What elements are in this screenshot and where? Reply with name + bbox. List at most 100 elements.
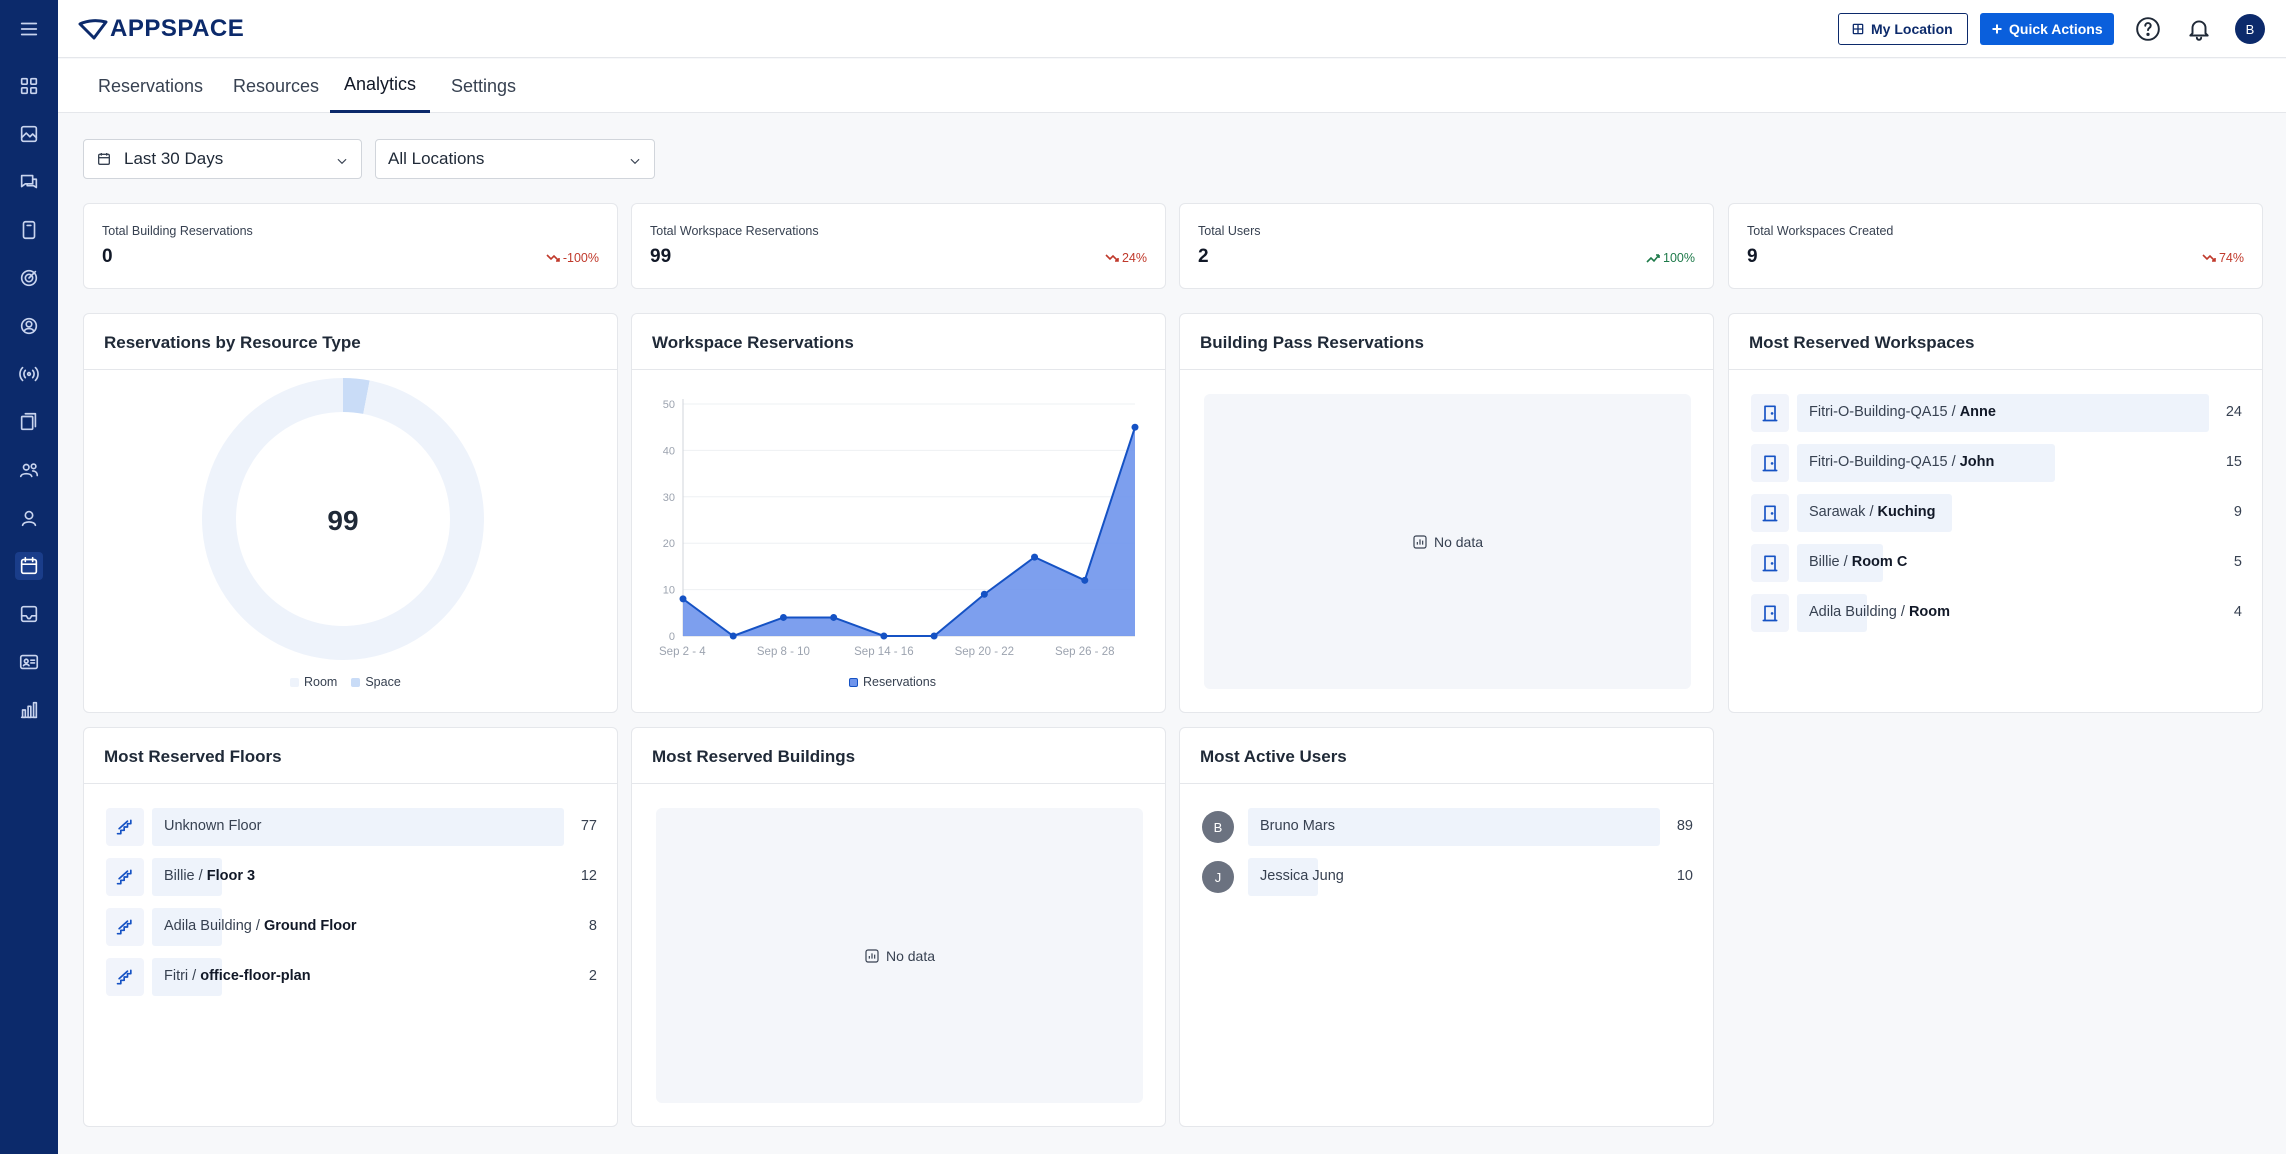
location-select[interactable]: All Locations bbox=[375, 139, 655, 179]
stat-value: 99 bbox=[650, 246, 672, 267]
list-item[interactable]: Adila Building / Room 4 bbox=[1751, 594, 2242, 632]
tab-resources[interactable]: Resources bbox=[233, 75, 320, 96]
data-point[interactable] bbox=[930, 632, 938, 640]
user-badge-icon[interactable] bbox=[15, 312, 43, 340]
x-tick-label: Sep 26 - 28 bbox=[1055, 646, 1114, 658]
chevron-down-icon bbox=[335, 153, 349, 167]
appspace-logo[interactable]: APPSPACE bbox=[78, 15, 244, 42]
data-point[interactable] bbox=[729, 632, 737, 640]
broadcast-icon[interactable] bbox=[15, 360, 43, 388]
date-range-select[interactable]: Last 30 Days bbox=[83, 139, 362, 179]
data-point[interactable] bbox=[1081, 576, 1089, 584]
bell-icon[interactable] bbox=[2184, 14, 2214, 44]
tab-analytics[interactable]: Analytics bbox=[330, 59, 431, 113]
help-icon[interactable] bbox=[2133, 14, 2163, 44]
top-header: APPSPACE My Location Quick Actions B bbox=[58, 0, 2286, 58]
bar-chart-icon[interactable] bbox=[15, 696, 43, 724]
item-count: 4 bbox=[2233, 604, 2242, 620]
value-bar bbox=[1797, 544, 1883, 582]
id-card-icon[interactable] bbox=[15, 648, 43, 676]
item-label: Adila Building / Room bbox=[1809, 604, 1950, 620]
list-item[interactable]: Billie / Room C 5 bbox=[1751, 544, 2242, 582]
item-prefix: Billie / bbox=[1809, 554, 1852, 570]
data-point[interactable] bbox=[980, 590, 988, 598]
item-name: Ground Floor bbox=[263, 918, 357, 934]
user-name: Jessica Jung bbox=[1260, 868, 1344, 884]
x-tick-label: Sep 20 - 22 bbox=[955, 646, 1014, 658]
list-item[interactable]: Adila Building / Ground Floor 8 bbox=[106, 908, 597, 946]
devices-icon[interactable] bbox=[15, 216, 43, 244]
users-icon[interactable] bbox=[15, 456, 43, 484]
item-label: Adila Building / Ground Floor bbox=[164, 918, 357, 934]
value-bar bbox=[1248, 808, 1660, 846]
item-count: 10 bbox=[1676, 868, 1693, 884]
data-point[interactable] bbox=[1031, 553, 1039, 561]
item-label: Sarawak / Kuching bbox=[1809, 504, 1936, 520]
inbox-icon[interactable] bbox=[15, 600, 43, 628]
stat-card-building-reservations: Total Building Reservations 0 -100% bbox=[83, 203, 618, 289]
data-point[interactable] bbox=[779, 613, 787, 621]
list-item[interactable]: J Jessica Jung 10 bbox=[1202, 858, 1693, 896]
target-icon[interactable] bbox=[15, 264, 43, 292]
card-most-reserved-buildings: Most Reserved Buildings No data bbox=[631, 727, 1166, 1127]
library-icon[interactable] bbox=[15, 408, 43, 436]
list-item[interactable]: Billie / Floor 3 12 bbox=[106, 858, 597, 896]
area-chart: 0 10 20 30 40 50 Sep 2 - 4 Sep 8 - 10 Sep 14 - 1… bbox=[659, 399, 1139, 658]
door-icon bbox=[1751, 444, 1789, 482]
item-count: 24 bbox=[2225, 404, 2242, 420]
donut-chart: 99 bbox=[202, 378, 485, 660]
data-point[interactable] bbox=[1131, 423, 1139, 431]
area-legend: Reservations bbox=[849, 675, 936, 689]
value-bar bbox=[152, 908, 222, 946]
my-location-button[interactable]: My Location bbox=[1838, 13, 1968, 45]
list-item[interactable]: Unknown Floor 77 bbox=[106, 808, 597, 846]
calendar-icon[interactable] bbox=[15, 552, 43, 580]
x-tick-label: Sep 8 - 10 bbox=[757, 646, 810, 658]
item-label: Fitri / office-floor-plan bbox=[164, 968, 311, 984]
data-point[interactable] bbox=[830, 613, 838, 621]
list-item[interactable]: Sarawak / Kuching 9 bbox=[1751, 494, 2242, 532]
door-icon bbox=[1751, 544, 1789, 582]
legend-label: Room bbox=[304, 675, 338, 689]
stat-card-workspace-reservations: Total Workspace Reservations 99 24% bbox=[631, 203, 1166, 289]
user-avatar[interactable]: B bbox=[2235, 14, 2265, 44]
list-item[interactable]: B Bruno Mars 89 bbox=[1202, 808, 1693, 846]
location-icon bbox=[1852, 23, 1864, 35]
card-workspace-reservations: Workspace Reservations 0 10 20 30 40 50 Sep 2 … bbox=[631, 313, 1166, 713]
item-label: Bruno Mars bbox=[1260, 818, 1335, 834]
list-item[interactable]: Fitri-O-Building-QA15 / John 15 bbox=[1751, 444, 2242, 482]
list-item[interactable]: Fitri-O-Building-QA15 / Anne 24 bbox=[1751, 394, 2242, 432]
stat-delta: 100% bbox=[1646, 251, 1695, 265]
data-point[interactable] bbox=[679, 595, 687, 603]
door-icon bbox=[1751, 494, 1789, 532]
stairs-icon bbox=[106, 808, 144, 846]
item-name: Kuching bbox=[1877, 504, 1936, 520]
item-prefix: Adila Building / bbox=[164, 918, 264, 934]
tab-settings[interactable]: Settings bbox=[451, 75, 517, 96]
quick-actions-button[interactable]: Quick Actions bbox=[1980, 13, 2114, 45]
trend-up-icon bbox=[1646, 254, 1660, 263]
user-avatar: B bbox=[1202, 811, 1234, 843]
menu-icon[interactable] bbox=[15, 15, 43, 43]
list-item[interactable]: Fitri / office-floor-plan 2 bbox=[106, 958, 597, 996]
item-count: 5 bbox=[2233, 554, 2242, 570]
logo-mark-icon bbox=[78, 19, 108, 40]
chart-icon bbox=[1413, 534, 1427, 549]
data-point[interactable] bbox=[880, 632, 888, 640]
item-count: 12 bbox=[580, 868, 597, 884]
item-name: Floor 3 bbox=[206, 868, 256, 884]
dashboard-icon[interactable] bbox=[15, 72, 43, 100]
stat-delta: 74% bbox=[2202, 251, 2244, 265]
item-label: Unknown Floor bbox=[164, 818, 262, 834]
x-tick-label: Sep 14 - 16 bbox=[854, 646, 913, 658]
y-tick-label: 50 bbox=[663, 399, 675, 411]
value-bar bbox=[1248, 858, 1318, 896]
value-bar bbox=[152, 858, 222, 896]
stat-label: Total Workspaces Created bbox=[1747, 224, 1894, 238]
tab-reservations[interactable]: Reservations bbox=[98, 75, 204, 96]
image-icon[interactable] bbox=[15, 120, 43, 148]
no-data-text: No data bbox=[1433, 533, 1484, 550]
donut-slice-space[interactable] bbox=[343, 378, 370, 414]
chat-icon[interactable] bbox=[15, 168, 43, 196]
person-icon[interactable] bbox=[15, 504, 43, 532]
